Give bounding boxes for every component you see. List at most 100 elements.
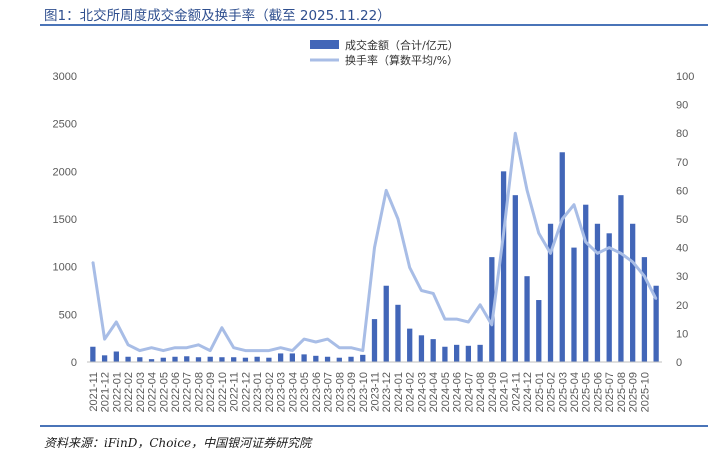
point-turnover-rate xyxy=(561,218,564,220)
point-turnover-rate xyxy=(209,349,212,352)
bar-turnover-amount xyxy=(113,351,119,362)
x-tick-label: 2022-03 xyxy=(135,372,147,412)
bar-turnover-amount xyxy=(101,355,108,362)
title-divider xyxy=(40,24,708,26)
bar-turnover-amount xyxy=(289,353,295,362)
x-tick-label: 2024-06 xyxy=(452,372,464,412)
x-tick-label: 2023-01 xyxy=(252,372,264,412)
x-tick-label: 2023-11 xyxy=(370,372,382,412)
x-tick-label: 2024-10 xyxy=(499,372,511,412)
bar-turnover-amount xyxy=(477,344,483,362)
bar-turnover-amount xyxy=(489,257,495,362)
point-turnover-rate xyxy=(162,349,165,352)
point-turnover-rate xyxy=(174,346,176,349)
x-tick-label: 2022-01 xyxy=(111,372,123,412)
bar-turnover-amount xyxy=(418,335,425,362)
x-tick-label: 2024-04 xyxy=(428,372,440,412)
x-tick-label: 2022-10 xyxy=(217,372,229,412)
x-tick-label: 2024-01 xyxy=(393,372,405,412)
point-turnover-rate xyxy=(139,349,141,352)
point-turnover-rate xyxy=(420,289,423,292)
point-turnover-rate xyxy=(631,261,634,263)
bar-turnover-amount xyxy=(348,356,354,362)
y-left-tick-label: 1500 xyxy=(53,214,77,226)
bar-turnover-amount xyxy=(360,354,366,362)
y-right-tick-label: 70 xyxy=(676,157,688,169)
y-right-tick-label: 0 xyxy=(676,357,682,369)
x-tick-label: 2024-07 xyxy=(463,372,475,412)
x-tick-label: 2021-12 xyxy=(100,372,112,412)
bar-turnover-amount xyxy=(254,356,260,362)
x-tick-label: 2023-02 xyxy=(264,372,276,412)
point-turnover-rate xyxy=(620,252,622,255)
point-turnover-rate xyxy=(479,304,481,306)
point-turnover-rate xyxy=(467,321,470,323)
point-turnover-rate xyxy=(268,349,270,352)
bar-turnover-amount xyxy=(524,276,530,362)
point-turnover-rate xyxy=(655,298,657,300)
legend-swatch-turnover-amount xyxy=(310,40,339,49)
point-turnover-rate xyxy=(537,232,540,235)
point-turnover-rate xyxy=(232,346,235,349)
point-turnover-rate xyxy=(338,346,341,349)
bar-turnover-amount xyxy=(465,345,472,362)
point-turnover-rate xyxy=(491,324,493,326)
bar-turnover-amount xyxy=(442,346,448,362)
bar-turnover-amount xyxy=(559,152,565,362)
y-right-tick-label: 60 xyxy=(676,185,688,197)
x-tick-label: 2023-06 xyxy=(311,372,323,412)
x-tick-label: 2024-11 xyxy=(510,372,522,412)
y-right-tick-label: 20 xyxy=(676,300,688,312)
bar-turnover-amount xyxy=(583,204,589,362)
point-turnover-rate xyxy=(573,203,575,206)
bar-turnover-amount xyxy=(195,357,202,362)
x-tick-label: 2025-01 xyxy=(534,372,546,412)
point-turnover-rate xyxy=(397,218,399,220)
point-turnover-rate xyxy=(326,338,329,340)
bar-turnover-amount xyxy=(301,354,307,362)
bar-turnover-amount xyxy=(160,357,166,362)
x-tick-label: 2024-08 xyxy=(475,372,487,412)
point-turnover-rate xyxy=(643,275,646,278)
legend-label-turnover-rate: 换手率（算数平均/%） xyxy=(345,53,458,67)
x-tick-label: 2023-10 xyxy=(358,372,370,412)
y-left-tick-label: 2000 xyxy=(53,166,77,178)
point-turnover-rate xyxy=(608,246,610,249)
bar-turnover-amount xyxy=(383,285,389,362)
point-turnover-rate xyxy=(385,189,388,192)
point-turnover-rate xyxy=(92,261,94,263)
x-tick-label: 2025-02 xyxy=(546,372,558,412)
point-turnover-rate xyxy=(526,189,528,192)
x-tick-label: 2022-07 xyxy=(182,372,194,412)
x-tick-label: 2022-08 xyxy=(193,372,205,412)
bar-turnover-amount xyxy=(184,356,190,362)
x-tick-label: 2025-08 xyxy=(616,372,628,412)
bar-turnover-amount xyxy=(536,300,542,362)
bar-turnover-amount xyxy=(266,357,272,362)
bar-turnover-amount xyxy=(454,344,460,362)
x-tick-label: 2025-09 xyxy=(628,372,640,412)
footer-divider xyxy=(40,425,708,427)
bar-turnover-amount xyxy=(277,353,284,362)
point-turnover-rate xyxy=(244,349,247,352)
x-tick-label: 2023-08 xyxy=(334,372,346,412)
point-turnover-rate xyxy=(596,252,599,255)
x-tick-label: 2025-10 xyxy=(639,372,651,412)
bar-turnover-amount xyxy=(242,357,249,362)
y-right-tick-label: 40 xyxy=(676,243,688,255)
bar-turnover-amount xyxy=(148,359,155,362)
legend: 成交金额（合计/亿元） 换手率（算数平均/%） xyxy=(310,38,459,67)
x-tick-label: 2025-03 xyxy=(557,372,569,412)
y-right-tick-label: 30 xyxy=(676,271,688,283)
bar-turnover-amount xyxy=(430,339,436,362)
point-turnover-rate xyxy=(455,318,458,320)
point-turnover-rate xyxy=(350,346,352,349)
y-left-tick-label: 500 xyxy=(59,309,77,321)
x-tick-label: 2024-05 xyxy=(440,372,452,412)
x-tick-label: 2025-05 xyxy=(581,372,593,412)
y-right-tick-label: 100 xyxy=(676,71,694,83)
bar-turnover-amount xyxy=(324,356,331,362)
bar-turnover-amount xyxy=(125,356,131,362)
point-turnover-rate xyxy=(256,349,258,352)
point-turnover-rate xyxy=(291,349,294,352)
